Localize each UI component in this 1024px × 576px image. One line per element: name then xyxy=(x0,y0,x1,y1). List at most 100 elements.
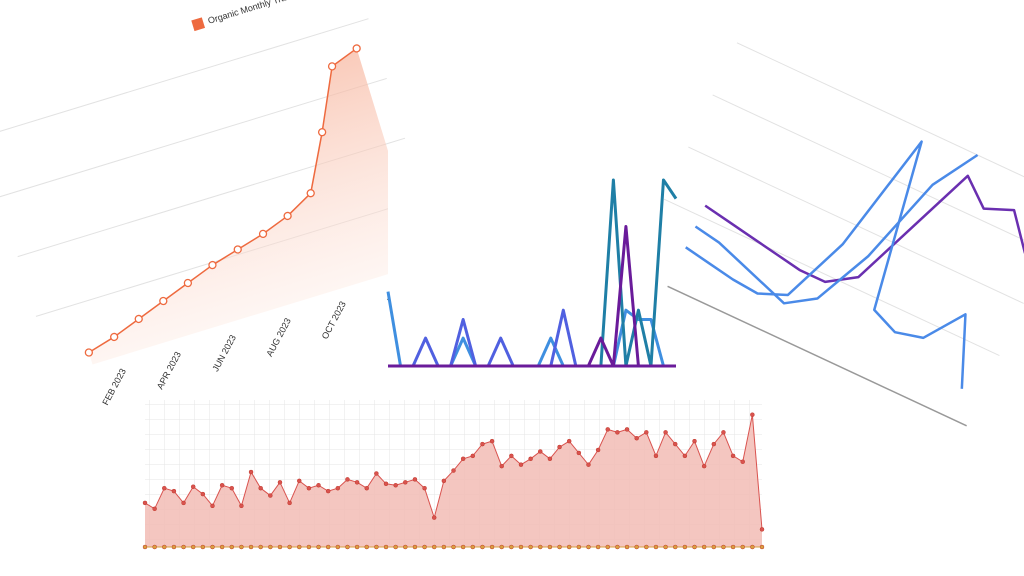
marker xyxy=(644,544,649,550)
grid-line xyxy=(736,42,1024,200)
marker xyxy=(730,544,736,550)
marker xyxy=(345,477,350,482)
panel xyxy=(388,150,684,372)
marker xyxy=(171,488,177,494)
marker xyxy=(277,480,283,485)
marker xyxy=(142,544,148,550)
marker xyxy=(327,62,337,71)
marker xyxy=(451,468,456,473)
area xyxy=(88,48,423,365)
marker xyxy=(316,544,321,550)
x-tick-label: FEB 2023 xyxy=(100,367,128,407)
marker xyxy=(210,544,215,550)
marker xyxy=(306,544,312,550)
line xyxy=(685,140,967,389)
marker xyxy=(538,544,543,550)
marker xyxy=(701,544,707,550)
marker xyxy=(701,463,707,469)
marker xyxy=(615,544,620,550)
marker xyxy=(412,544,418,550)
marker xyxy=(364,544,369,550)
marker xyxy=(595,544,601,550)
marker xyxy=(171,544,177,550)
axis xyxy=(667,285,967,427)
marker xyxy=(721,544,726,550)
marker xyxy=(258,229,268,239)
marker xyxy=(412,477,418,482)
marker xyxy=(672,441,678,447)
marker xyxy=(239,544,244,550)
marker xyxy=(317,128,327,137)
marker xyxy=(268,493,273,498)
grid-line xyxy=(0,18,369,138)
marker xyxy=(354,480,360,485)
grid-line xyxy=(712,94,1024,252)
marker xyxy=(306,189,315,198)
marker xyxy=(110,332,119,342)
marker xyxy=(325,488,331,494)
grid-line xyxy=(663,198,1000,356)
marker xyxy=(374,544,379,550)
marker xyxy=(422,485,427,491)
marker xyxy=(692,544,697,550)
marker xyxy=(374,471,379,476)
marker xyxy=(403,480,408,485)
marker xyxy=(383,544,389,550)
marker xyxy=(509,544,514,550)
marker xyxy=(557,544,562,550)
marker xyxy=(740,544,745,550)
marker xyxy=(451,544,456,550)
marker xyxy=(422,544,427,550)
marker xyxy=(721,430,726,435)
x-tick-label: APR 2023 xyxy=(155,350,183,391)
marker xyxy=(393,483,398,488)
marker xyxy=(208,260,217,270)
marker xyxy=(152,544,157,550)
marker xyxy=(576,450,582,456)
marker xyxy=(672,544,678,550)
marker xyxy=(759,544,765,550)
marker xyxy=(730,453,736,459)
line xyxy=(694,153,979,305)
marker xyxy=(509,453,514,459)
marker xyxy=(283,211,292,221)
marker xyxy=(566,438,572,444)
marker xyxy=(183,278,193,288)
marker xyxy=(750,412,755,417)
marker xyxy=(287,500,292,506)
marker xyxy=(480,441,485,447)
marker xyxy=(354,544,360,550)
marker xyxy=(142,500,148,506)
marker xyxy=(335,485,341,491)
marker xyxy=(233,245,242,254)
marker xyxy=(364,485,369,491)
marker xyxy=(605,427,610,432)
marker xyxy=(499,463,504,469)
marker xyxy=(653,544,659,550)
marker xyxy=(547,544,553,550)
marker xyxy=(431,544,437,550)
marker xyxy=(634,435,639,441)
marker xyxy=(152,506,157,512)
marker xyxy=(258,544,263,550)
marker xyxy=(219,544,225,550)
marker xyxy=(595,447,601,453)
marker xyxy=(682,544,688,550)
marker xyxy=(653,453,659,459)
marker xyxy=(470,544,476,550)
marker xyxy=(711,544,717,550)
marker xyxy=(489,438,495,444)
marker xyxy=(229,544,235,550)
marker xyxy=(557,444,562,450)
marker xyxy=(518,462,524,467)
marker xyxy=(403,544,408,550)
marker xyxy=(162,485,167,491)
marker xyxy=(605,544,610,550)
area xyxy=(145,414,762,547)
marker xyxy=(190,544,196,550)
marker xyxy=(181,544,186,550)
legend-swatch xyxy=(191,17,206,32)
marker xyxy=(200,491,206,497)
marker xyxy=(162,544,167,550)
